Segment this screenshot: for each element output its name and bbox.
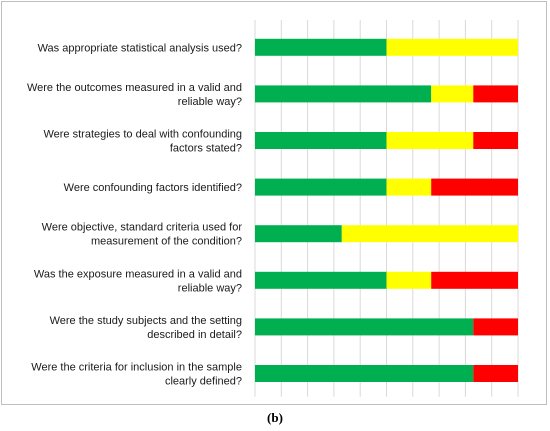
bar-segment-unclear-risk-of-bias <box>386 178 432 196</box>
bar-segment-low-risk-of-bias <box>255 38 387 56</box>
category-label: Were the study subjects and the setting d… <box>50 315 242 341</box>
bar-segment-unclear-risk-of-bias <box>341 225 518 243</box>
bar-segment-high-risk-of-bias <box>431 178 518 196</box>
bar-segment-low-risk-of-bias <box>255 225 342 243</box>
bar-segment-low-risk-of-bias <box>255 365 474 382</box>
bar-segment-unclear-risk-of-bias <box>386 132 474 149</box>
bar-segment-high-risk-of-bias <box>473 365 518 382</box>
bar-segment-low-risk-of-bias <box>255 132 387 149</box>
bar-segment-low-risk-of-bias <box>255 318 474 336</box>
bar-segment-high-risk-of-bias <box>473 132 518 149</box>
bar-segment-high-risk-of-bias <box>431 271 518 289</box>
bar-segment-low-risk-of-bias <box>255 178 387 196</box>
figure-caption: (b) <box>267 410 283 425</box>
bar-segment-low-risk-of-bias <box>255 85 432 103</box>
category-label: Were the outcomes measured in a valid an… <box>27 82 242 108</box>
category-label: Were strategies to deal with confounding… <box>43 129 242 155</box>
chart-frame: Was appropriate statistical analysis use… <box>1 1 547 406</box>
bar-segment-high-risk-of-bias <box>473 318 518 336</box>
bar-segment-low-risk-of-bias <box>255 271 387 289</box>
bar-segment-unclear-risk-of-bias <box>386 38 518 56</box>
bar-segment-unclear-risk-of-bias <box>431 85 474 103</box>
category-label: Were the criteria for inclusion in the s… <box>31 362 242 388</box>
bar-segment-high-risk-of-bias <box>473 85 518 103</box>
category-label: Was the exposure measured in a valid and… <box>34 268 242 294</box>
category-label: Were confounding factors identified? <box>64 182 242 194</box>
stacked-bar-chart: Was appropriate statistical analysis use… <box>27 20 532 406</box>
category-label: Were objective, standard criteria used f… <box>42 222 243 248</box>
bar-segment-unclear-risk-of-bias <box>386 271 432 289</box>
category-label: Was appropriate statistical analysis use… <box>38 42 242 54</box>
